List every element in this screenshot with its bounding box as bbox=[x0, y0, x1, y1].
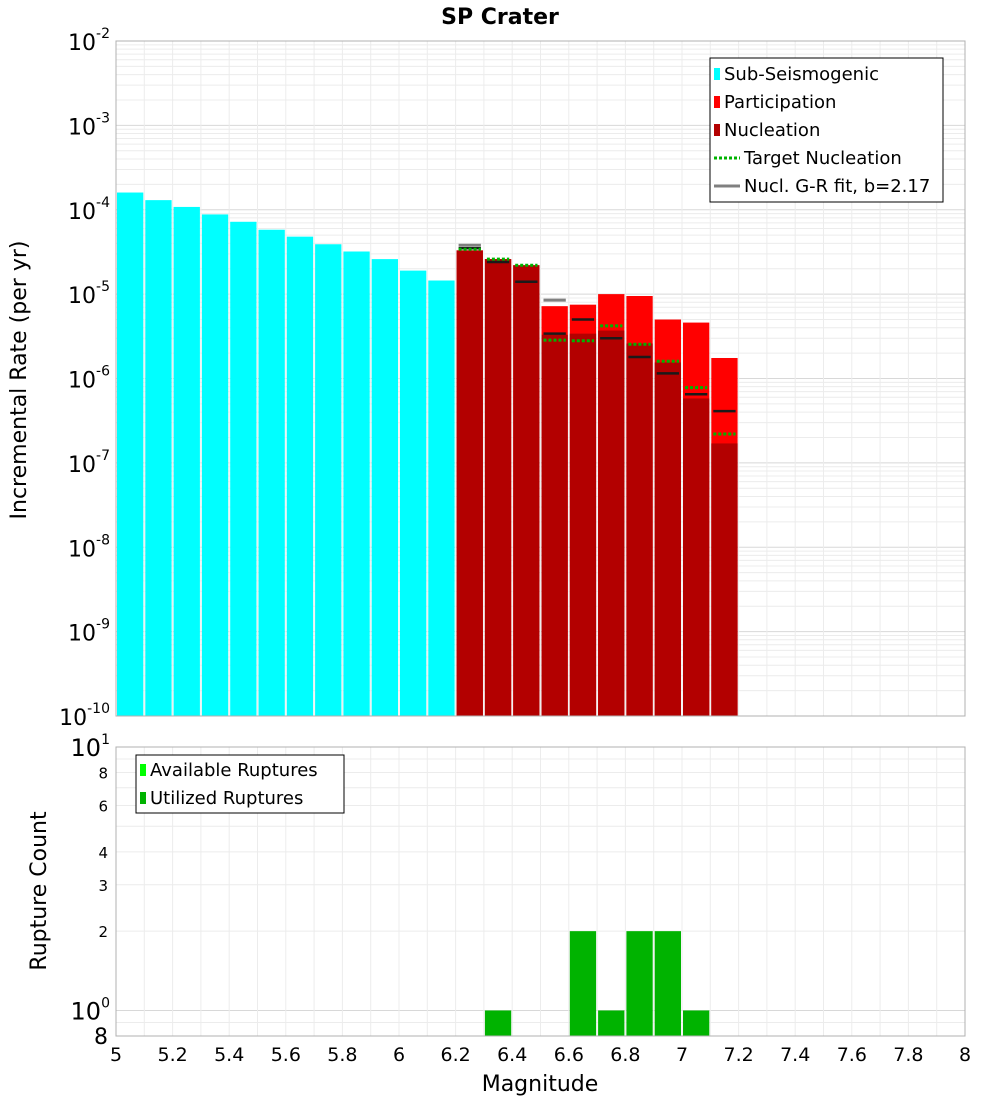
top-gridlines bbox=[115, 41, 966, 717]
nucleation-bar bbox=[484, 259, 512, 716]
utilized-ruptures-bar bbox=[598, 1010, 625, 1036]
sub-seismogenic-bar bbox=[315, 244, 342, 717]
top-plot-frame bbox=[115, 40, 966, 717]
sub-seismogenic-bar bbox=[145, 200, 172, 716]
x-tick-label: 5.8 bbox=[327, 1044, 357, 1066]
y-tick-label: 10-6 bbox=[68, 364, 110, 394]
x-tick-label: 6 bbox=[393, 1044, 405, 1066]
x-tick-label: 5.6 bbox=[271, 1044, 301, 1066]
sub-seismogenic-bar bbox=[400, 270, 427, 716]
top-y-axis-label: Incremental Rate (per yr) bbox=[7, 241, 32, 520]
y-tick-label: 8 bbox=[94, 1025, 108, 1050]
nucleation-bar bbox=[683, 398, 710, 716]
legend-swatch bbox=[140, 764, 146, 776]
y-tick-label: 3 bbox=[98, 877, 108, 895]
nucleation-bar bbox=[569, 333, 597, 716]
y-tick-label: 10-3 bbox=[68, 110, 110, 140]
y-tick-label: 10-5 bbox=[68, 279, 110, 309]
legend-label: Sub-Seismogenic bbox=[724, 64, 879, 85]
nucleation-bar bbox=[711, 443, 738, 716]
y-tick-label: 6 bbox=[98, 797, 108, 815]
nucleation-bar bbox=[541, 334, 568, 716]
utilized-ruptures-bar bbox=[569, 931, 597, 1036]
legend-swatch bbox=[714, 96, 720, 108]
sub-seismogenic-bar bbox=[286, 236, 314, 716]
top-bars bbox=[117, 192, 738, 717]
y-tick-label: 10-2 bbox=[68, 26, 110, 56]
legend-label: Nucl. G-R fit, b=2.17 bbox=[744, 176, 930, 197]
nucleation-bar bbox=[598, 330, 625, 716]
utilized-ruptures-bar bbox=[484, 1010, 512, 1036]
sub-seismogenic-bar bbox=[258, 229, 285, 717]
top-markers bbox=[458, 243, 736, 436]
sub-seismogenic-bar bbox=[201, 214, 229, 717]
y-tick-label: 10-7 bbox=[68, 448, 110, 478]
legend-label: Available Ruptures bbox=[150, 760, 318, 781]
y-tick-label: 10-8 bbox=[68, 532, 110, 562]
x-tick-label: 7.8 bbox=[893, 1044, 923, 1066]
sub-seismogenic-bar bbox=[343, 251, 370, 716]
x-axis-label: Magnitude bbox=[482, 1072, 599, 1097]
chart-title: SP Crater bbox=[441, 5, 559, 30]
y-tick-label: 2 bbox=[98, 923, 108, 941]
nucleation-bar bbox=[513, 265, 540, 716]
bottom-y-axis-label: Rupture Count bbox=[27, 811, 52, 971]
x-tick-label: 5.4 bbox=[214, 1044, 244, 1066]
y-tick-label: 100 bbox=[71, 995, 110, 1025]
legend-label: Target Nucleation bbox=[743, 148, 902, 169]
y-tick-label: 101 bbox=[71, 732, 110, 762]
top-legend-box bbox=[709, 57, 944, 203]
legend-swatch bbox=[714, 124, 720, 136]
nucleation-bar bbox=[654, 362, 681, 716]
utilized-ruptures-bar bbox=[626, 931, 653, 1036]
x-tick-label: 6.4 bbox=[497, 1044, 527, 1066]
bottom-bars bbox=[484, 931, 710, 1036]
x-tick-label: 7.6 bbox=[837, 1044, 867, 1066]
legend-label: Participation bbox=[724, 92, 836, 113]
top-legend: Sub-Seismogenic Participation Nucleation Ta… bbox=[709, 57, 944, 203]
x-tick-label: 7 bbox=[676, 1044, 688, 1066]
x-tick-label: 5 bbox=[110, 1044, 122, 1066]
x-tick-label: 6.8 bbox=[610, 1044, 640, 1066]
utilized-ruptures-bar bbox=[683, 1010, 710, 1036]
sub-seismogenic-bar bbox=[371, 259, 398, 716]
legend-label: Nucleation bbox=[724, 120, 820, 141]
sub-seismogenic-bar bbox=[117, 192, 144, 717]
bottom-x-tick-labels: 5 5.2 5.4 5.6 5.8 6 6.2 6.4 6.6 6.8 7 7.2 7.4 7.6 7.8 8 bbox=[110, 1044, 971, 1066]
nucleation-bar bbox=[626, 343, 653, 716]
nucleation-bar bbox=[456, 250, 483, 717]
x-tick-label: 7.2 bbox=[723, 1044, 753, 1066]
y-tick-label: 10-4 bbox=[68, 195, 110, 225]
bottom-plot-frame bbox=[115, 746, 966, 1037]
x-tick-label: 8 bbox=[959, 1044, 971, 1066]
utilized-ruptures-bar bbox=[654, 931, 681, 1036]
y-tick-label: 4 bbox=[98, 844, 108, 862]
sub-seismogenic-bar bbox=[428, 280, 455, 716]
top-y-tick-labels: 10-10 10-9 10-8 10-7 10-6 10-5 10-4 10-3 10-2 bbox=[59, 26, 110, 731]
legend-label: Utilized Ruptures bbox=[150, 788, 303, 809]
bottom-legend-box bbox=[135, 754, 345, 814]
y-tick-label: 8 bbox=[98, 765, 108, 783]
sub-seismogenic-bar bbox=[173, 206, 200, 716]
legend-swatch bbox=[140, 792, 146, 804]
y-tick-label: 10-10 bbox=[59, 701, 110, 731]
x-tick-label: 6.6 bbox=[554, 1044, 584, 1066]
sub-seismogenic-bar bbox=[230, 221, 257, 716]
y-tick-label: 10-9 bbox=[68, 617, 110, 647]
bottom-legend: Available Ruptures Utilized Ruptures bbox=[135, 754, 345, 814]
bottom-gridlines bbox=[115, 746, 966, 1037]
legend-swatch bbox=[714, 68, 720, 80]
x-tick-label: 6.2 bbox=[440, 1044, 470, 1066]
x-tick-label: 7.4 bbox=[780, 1044, 810, 1066]
x-tick-label: 5.2 bbox=[157, 1044, 187, 1066]
